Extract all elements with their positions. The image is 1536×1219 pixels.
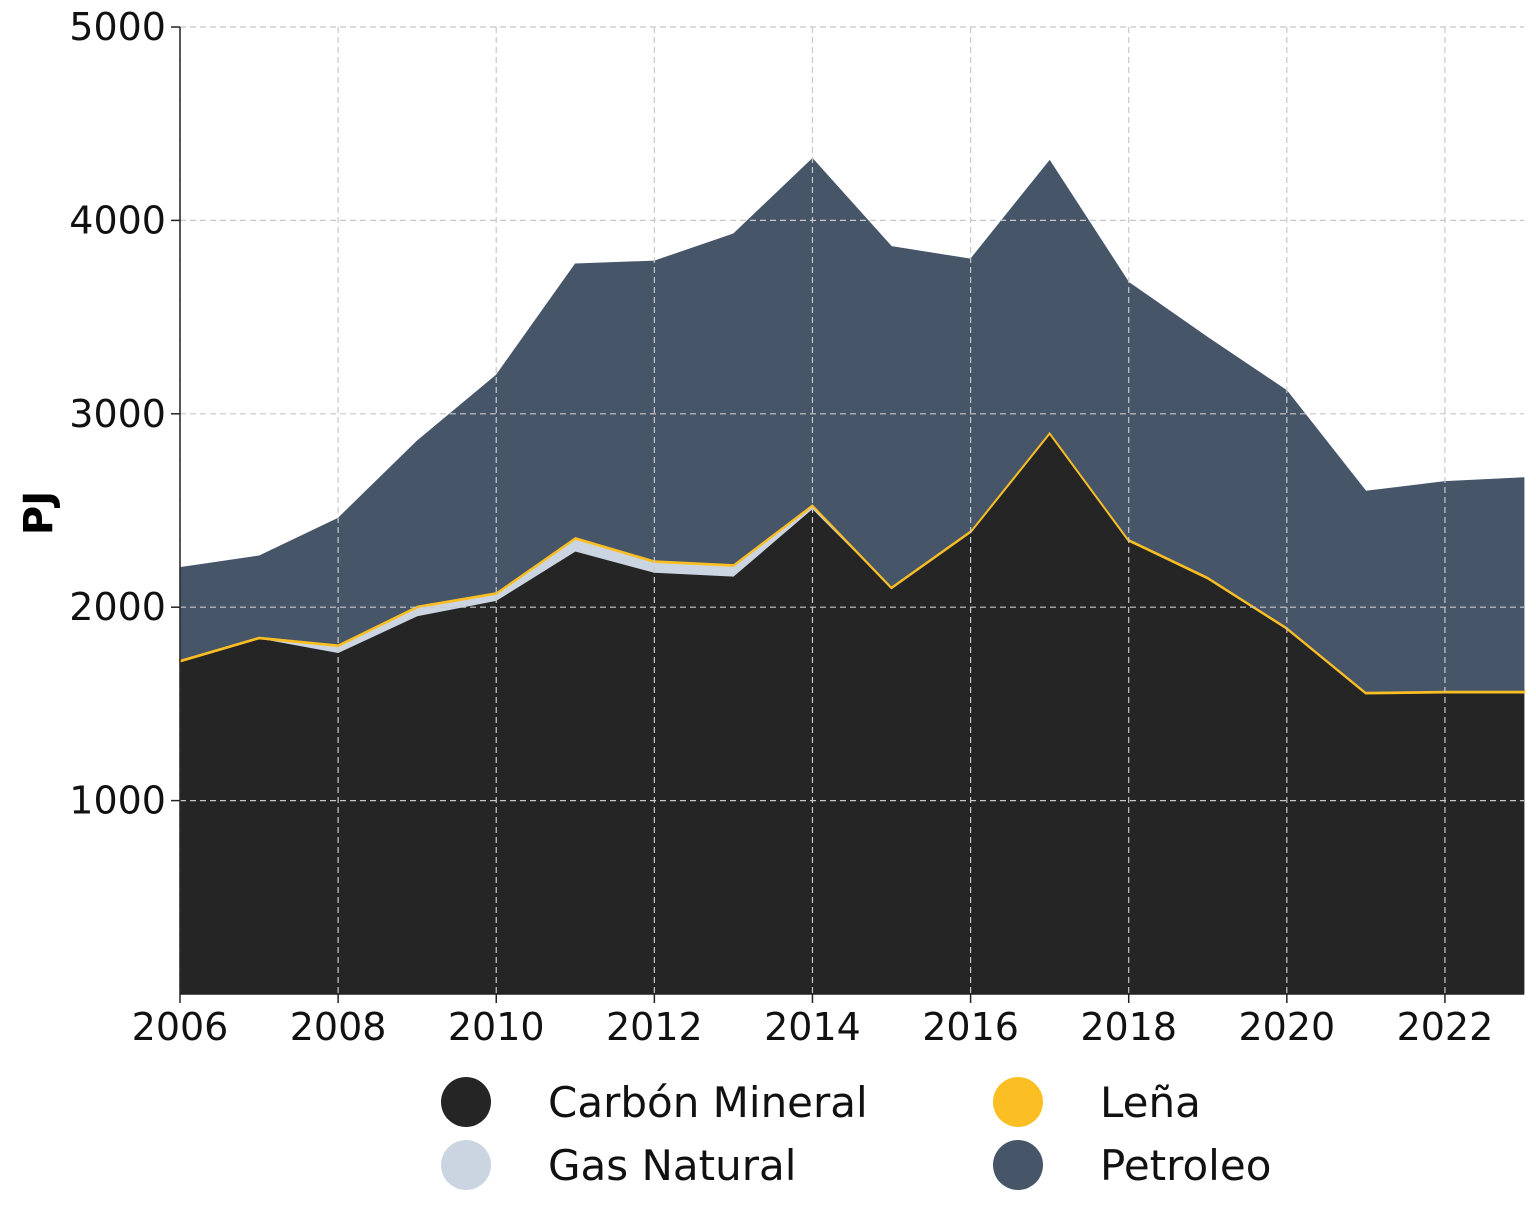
area-layer [178,158,1526,995]
legend-label: Carbón Mineral [548,1078,868,1127]
legend-swatch [441,1140,491,1190]
x-tick-label: 2014 [764,1005,861,1049]
x-tick-label: 2008 [290,1005,387,1049]
x-tick-label: 2020 [1238,1005,1335,1049]
legend-swatch [993,1140,1043,1190]
x-tick-label: 2018 [1080,1005,1177,1049]
y-tick-label: 3000 [69,392,166,436]
y-tick-label: 5000 [69,5,166,49]
axes-layer: 1000 2000 3000 4000 5000 2006 2008 2010 2012 2014… [69,5,1524,1049]
x-tick-label: 2012 [606,1005,703,1049]
legend-item-gas-natural: Gas Natural [441,1140,796,1190]
legend-label: Petroleo [1100,1141,1271,1190]
x-tick-label: 2022 [1397,1005,1494,1049]
y-tick-label: 1000 [69,779,166,823]
legend-item-petroleo: Petroleo [993,1140,1271,1190]
legend-item-carbon-mineral: Carbón Mineral [441,1077,868,1127]
legend: Carbón Mineral Gas Natural Leña Petroleo [441,1077,1271,1190]
y-tick-label: 2000 [69,585,166,629]
grid-layer [179,26,1524,994]
x-tick-label: 2006 [132,1005,229,1049]
legend-swatch [993,1077,1043,1127]
legend-label: Leña [1100,1078,1201,1127]
x-tick-label: 2016 [922,1005,1019,1049]
y-tick-label: 4000 [69,198,166,242]
legend-label: Gas Natural [548,1141,796,1190]
legend-item-lena: Leña [993,1077,1201,1127]
y-axis-title: PJ [16,491,62,535]
x-tick-label: 2010 [448,1005,545,1049]
legend-swatch [441,1077,491,1127]
